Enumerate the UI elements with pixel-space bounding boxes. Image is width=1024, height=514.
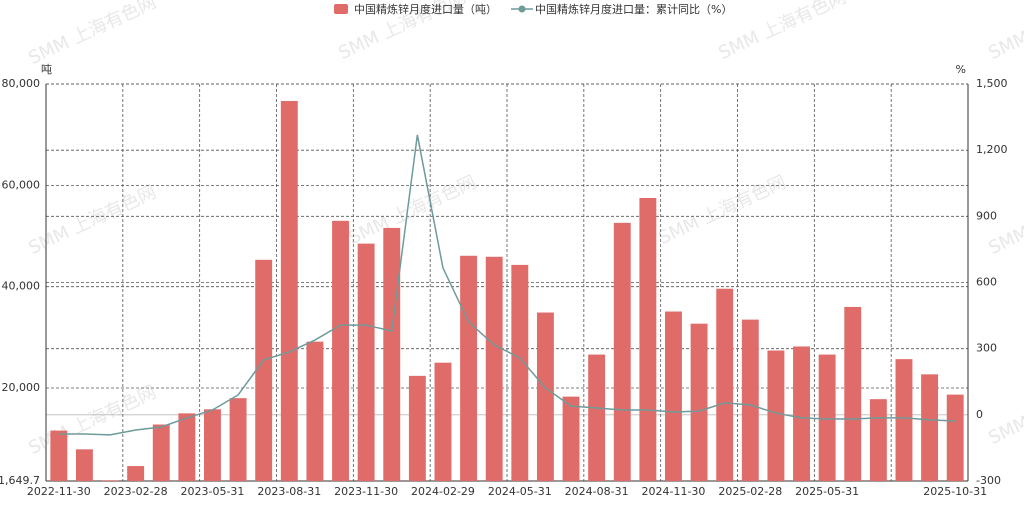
bar	[50, 430, 68, 481]
bar	[332, 220, 349, 482]
watermark: SMM 上海有色网	[655, 172, 789, 249]
bar	[665, 311, 682, 481]
bar	[844, 306, 862, 481]
bar	[818, 354, 836, 481]
y-tick-label: 60,000	[2, 178, 41, 191]
bar	[127, 466, 145, 481]
bar	[357, 243, 375, 481]
y2-unit: %	[956, 63, 966, 76]
bar	[895, 359, 913, 481]
x-tick-label: 2023-02-28	[104, 485, 168, 498]
bar	[229, 398, 247, 481]
bar	[408, 375, 426, 481]
y-tick-label: 40,000	[2, 280, 41, 293]
bar	[562, 396, 580, 481]
x-tick-label: 2023-08-31	[257, 485, 321, 498]
y-unit: 吨	[41, 63, 52, 76]
watermark: SMM 上海有色网	[25, 382, 159, 459]
legend-item: 中国精炼锌月度进口量（吨）	[334, 2, 497, 16]
bar	[741, 319, 759, 481]
x-tick-label: 2025-10-31	[923, 485, 987, 498]
y2-tick-label: 0	[976, 408, 983, 421]
bar	[869, 399, 887, 481]
bar	[485, 256, 503, 481]
line	[58, 134, 956, 436]
x-tick-label: 2024-11-30	[642, 485, 706, 498]
bar	[383, 227, 401, 481]
bar	[280, 100, 298, 481]
bar	[639, 198, 657, 482]
bar	[767, 350, 785, 481]
bar	[255, 259, 273, 481]
y2-tick-label: 900	[976, 209, 997, 222]
legend-label: 中国精炼锌月度进口量：累计同比（%）	[535, 2, 732, 16]
bar	[921, 374, 939, 481]
watermark: SMM 上海有色网	[25, 182, 159, 259]
watermark: SMM 上海有色网	[715, 0, 849, 64]
x-tick-label: 2023-05-31	[181, 485, 245, 498]
y-tick-label: 80,000	[2, 77, 41, 90]
watermark: SMM 上海有色网	[25, 0, 159, 69]
x-tick-label: 2025-05-31	[795, 485, 859, 498]
y2-tick-label: 1,500	[976, 77, 1008, 90]
watermark: SMM 上海有色网	[345, 172, 479, 249]
y2-tick-label: 600	[976, 276, 997, 289]
bar	[511, 264, 529, 481]
bar	[152, 424, 170, 481]
bar	[793, 346, 810, 481]
x-tick-label: 2024-08-31	[565, 485, 629, 498]
bar	[716, 288, 734, 481]
y-tick-label: 20,000	[2, 381, 41, 394]
legend-item: 中国精炼锌月度进口量：累计同比（%）	[511, 2, 732, 16]
watermark: SMM 上海有色网	[985, 0, 1024, 64]
legend-label: 中国精炼锌月度进口量（吨）	[354, 2, 497, 16]
bar	[588, 354, 606, 481]
bar	[204, 409, 221, 481]
bar	[460, 255, 478, 481]
x-tick-label: 2023-11-30	[334, 485, 398, 498]
x-tick-label: 2025-02-28	[718, 485, 782, 498]
bar	[613, 222, 631, 482]
y2-tick-label: 300	[976, 342, 997, 355]
bar	[434, 362, 452, 481]
bar	[101, 480, 119, 481]
bar	[178, 413, 196, 481]
x-tick-label: 2022-11-30	[27, 485, 91, 498]
bar	[75, 449, 93, 481]
bar	[536, 312, 554, 481]
bar	[946, 394, 964, 481]
y2-tick-label: 1,200	[976, 143, 1008, 156]
legend-swatch	[334, 4, 348, 14]
watermark: SMM 上海有色网	[985, 372, 1024, 449]
x-tick-label: 2024-02-29	[411, 485, 475, 498]
y-tick-label: 1,649.7	[0, 474, 40, 487]
y2-tick-label: -300	[976, 474, 1001, 487]
legend-swatch	[518, 5, 526, 13]
bar	[690, 323, 708, 481]
bar	[306, 341, 324, 481]
x-tick-label: 2024-05-31	[488, 485, 552, 498]
